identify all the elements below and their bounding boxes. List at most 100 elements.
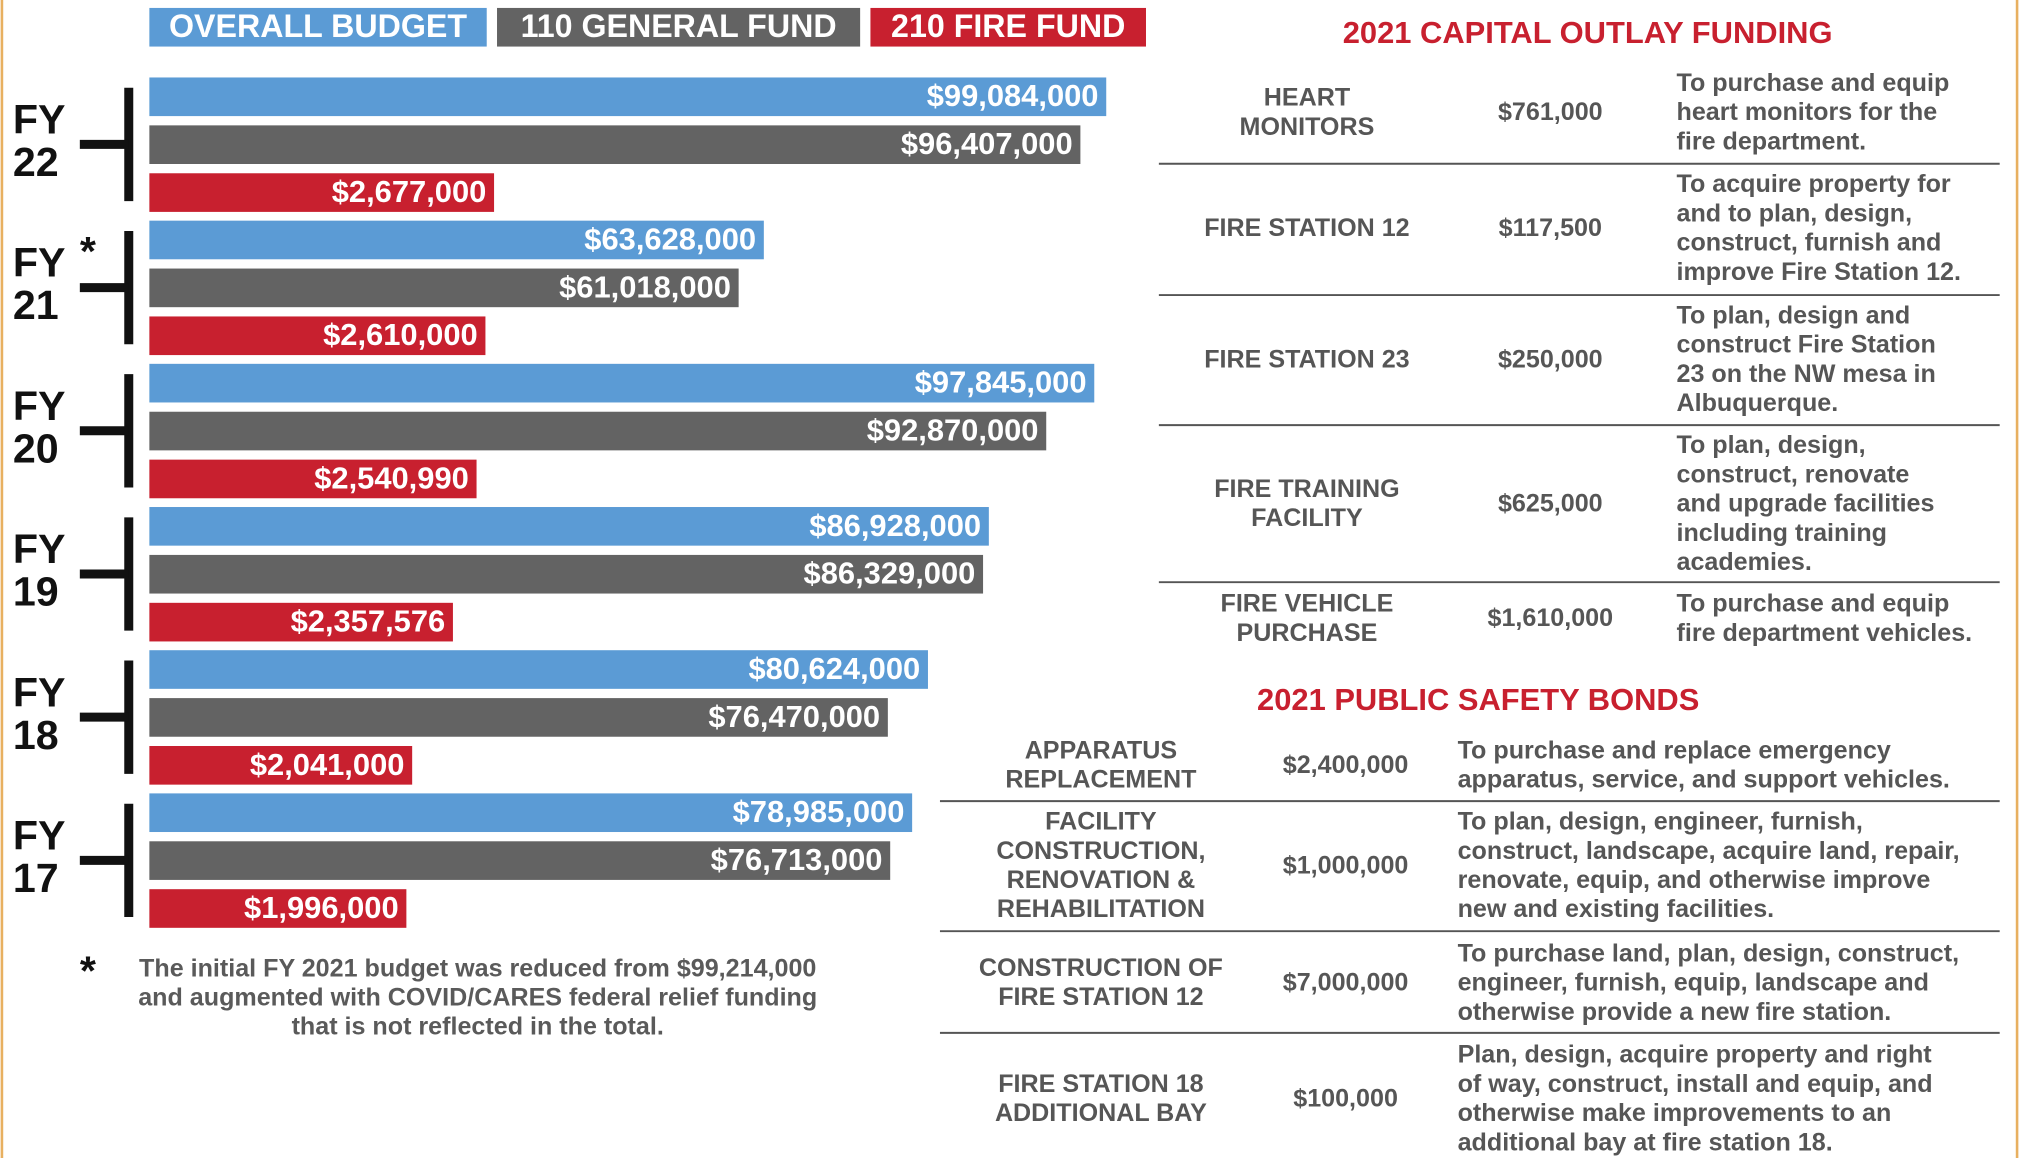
row-description: fire department vehicles. [1676,619,1972,647]
row-amount: $1,610,000 [1488,604,1614,632]
row-amount: $100,000 [1293,1084,1398,1112]
row-name: CONSTRUCTION, [996,837,1205,865]
row-amount: $117,500 [1499,214,1602,242]
bar-value-label: $86,329,000 [804,556,976,591]
category-label: FY 17 [13,812,66,900]
footnote-marker: * [80,948,96,994]
row-description: 23 on the NW mesa in [1676,360,1935,388]
category-label: FY 22 [13,96,66,184]
row-name: FIRE TRAINING [1214,475,1399,503]
row-name: FACILITY [1045,808,1157,836]
legend-label: 110 GENERAL FUND [521,8,837,44]
row-description: fire department. [1676,127,1866,155]
bar-value-label: $80,624,000 [748,651,920,686]
row-description: otherwise make improvements to an [1458,1099,1892,1127]
row-amount: $1,000,000 [1283,851,1409,879]
row-description: apparatus, service, and support vehicles… [1458,766,1950,794]
bar [149,507,989,546]
bar-value-label: $2,540,990 [314,460,469,495]
row-name: REPLACEMENT [1005,766,1197,794]
bar [149,173,495,212]
category-label: FY 20 [13,383,66,471]
row-name: FIRE VEHICLE [1220,590,1393,618]
row-name: CONSTRUCTION OF [979,954,1223,982]
row-description: To plan, design and [1676,302,1910,330]
row-name: FIRE STATION 12 [998,983,1203,1011]
capital-outlay-title: 2021 CAPITAL OUTLAY FUNDING [1343,15,1833,50]
row-description: and to plan, design, [1676,199,1912,227]
annotation-marker: * [80,228,96,274]
bar-value-label: $63,628,000 [584,221,756,256]
row-name: FACILITY [1251,504,1363,532]
row-name: FIRE STATION 23 [1204,345,1409,373]
row-name: PURCHASE [1237,619,1378,647]
row-description: construct, furnish and [1676,229,1941,257]
row-description: of way, construct, install and equip, an… [1458,1070,1933,1098]
row-description: academies. [1676,548,1811,576]
row-description: including training [1676,519,1887,547]
row-description: otherwise provide a new fire station. [1458,998,1892,1026]
bar [149,268,739,308]
category-label: FY 18 [13,669,66,757]
row-amount: $250,000 [1498,345,1603,373]
bar-value-label: $76,713,000 [711,842,883,877]
legend-label: OVERALL BUDGET [169,8,467,44]
row-description: and upgrade facilities [1676,490,1934,518]
row-description: construct, renovate [1676,460,1909,488]
bar [149,746,413,785]
row-name: HEART [1264,84,1351,112]
legend-label: 210 FIRE FUND [891,8,1125,44]
bar [149,554,984,594]
row-description: improve Fire Station 12. [1676,258,1960,286]
bar-value-label: $2,610,000 [323,317,478,352]
row-description: To acquire property for [1676,170,1950,198]
bar [149,841,891,880]
legend-swatch [149,7,487,47]
row-description: To purchase land, plan, design, construc… [1458,939,1959,967]
bar [149,793,913,833]
row-amount: $7,000,000 [1283,969,1409,997]
row-description: To plan, design, engineer, furnish, [1458,808,1863,836]
bar-value-label: $92,870,000 [867,412,1039,447]
bar-value-label: $97,845,000 [915,365,1087,400]
bar-value-label: $86,928,000 [809,508,981,543]
row-amount: $2,400,000 [1283,751,1409,779]
row-description: To purchase and equip [1676,69,1949,97]
row-description: Plan, design, acquire property and right [1458,1041,1933,1069]
legend-swatch [870,7,1146,47]
bar [149,459,477,499]
bar [149,220,764,260]
bar-value-label: $2,357,576 [291,604,446,639]
footnote-line: that is not reflected in the total. [292,1012,664,1040]
row-name: ADDITIONAL BAY [995,1099,1207,1127]
bar-value-label: $1,996,000 [244,890,399,925]
bar-value-label: $96,407,000 [901,126,1073,161]
row-description: renovate, equip, and otherwise improve [1458,866,1931,894]
row-description: construct, landscape, acquire land, repa… [1458,837,1960,865]
bar [149,698,888,737]
category-label: FY 19 [13,526,66,614]
row-description: To purchase and replace emergency [1458,736,1891,764]
bar-value-label: $76,470,000 [708,699,880,734]
bar-value-label: $2,677,000 [332,174,487,209]
category-label: FY 21 [13,240,66,328]
row-description: heart monitors for the [1676,98,1937,126]
footnote-line: and augmented with COVID/CARES federal r… [138,983,817,1011]
row-amount: $625,000 [1498,490,1603,518]
row-description: new and existing facilities. [1458,895,1775,923]
row-description: Albuquerque. [1676,389,1838,417]
row-name: MONITORS [1240,113,1375,141]
bonds-title: 2021 PUBLIC SAFETY BONDS [1257,682,1699,717]
row-description: To plan, design, [1676,431,1865,459]
bar [149,650,928,689]
bar [149,602,453,642]
row-name: RENOVATION & [1007,866,1196,894]
footnote-line: The initial FY 2021 budget was reduced f… [139,954,816,982]
bar-value-label: $99,084,000 [927,78,1099,113]
row-name: REHABILITATION [997,895,1205,923]
row-name: FIRE STATION 12 [1204,214,1409,242]
bar-value-label: $61,018,000 [559,269,731,304]
row-name: FIRE STATION 18 [998,1070,1203,1098]
